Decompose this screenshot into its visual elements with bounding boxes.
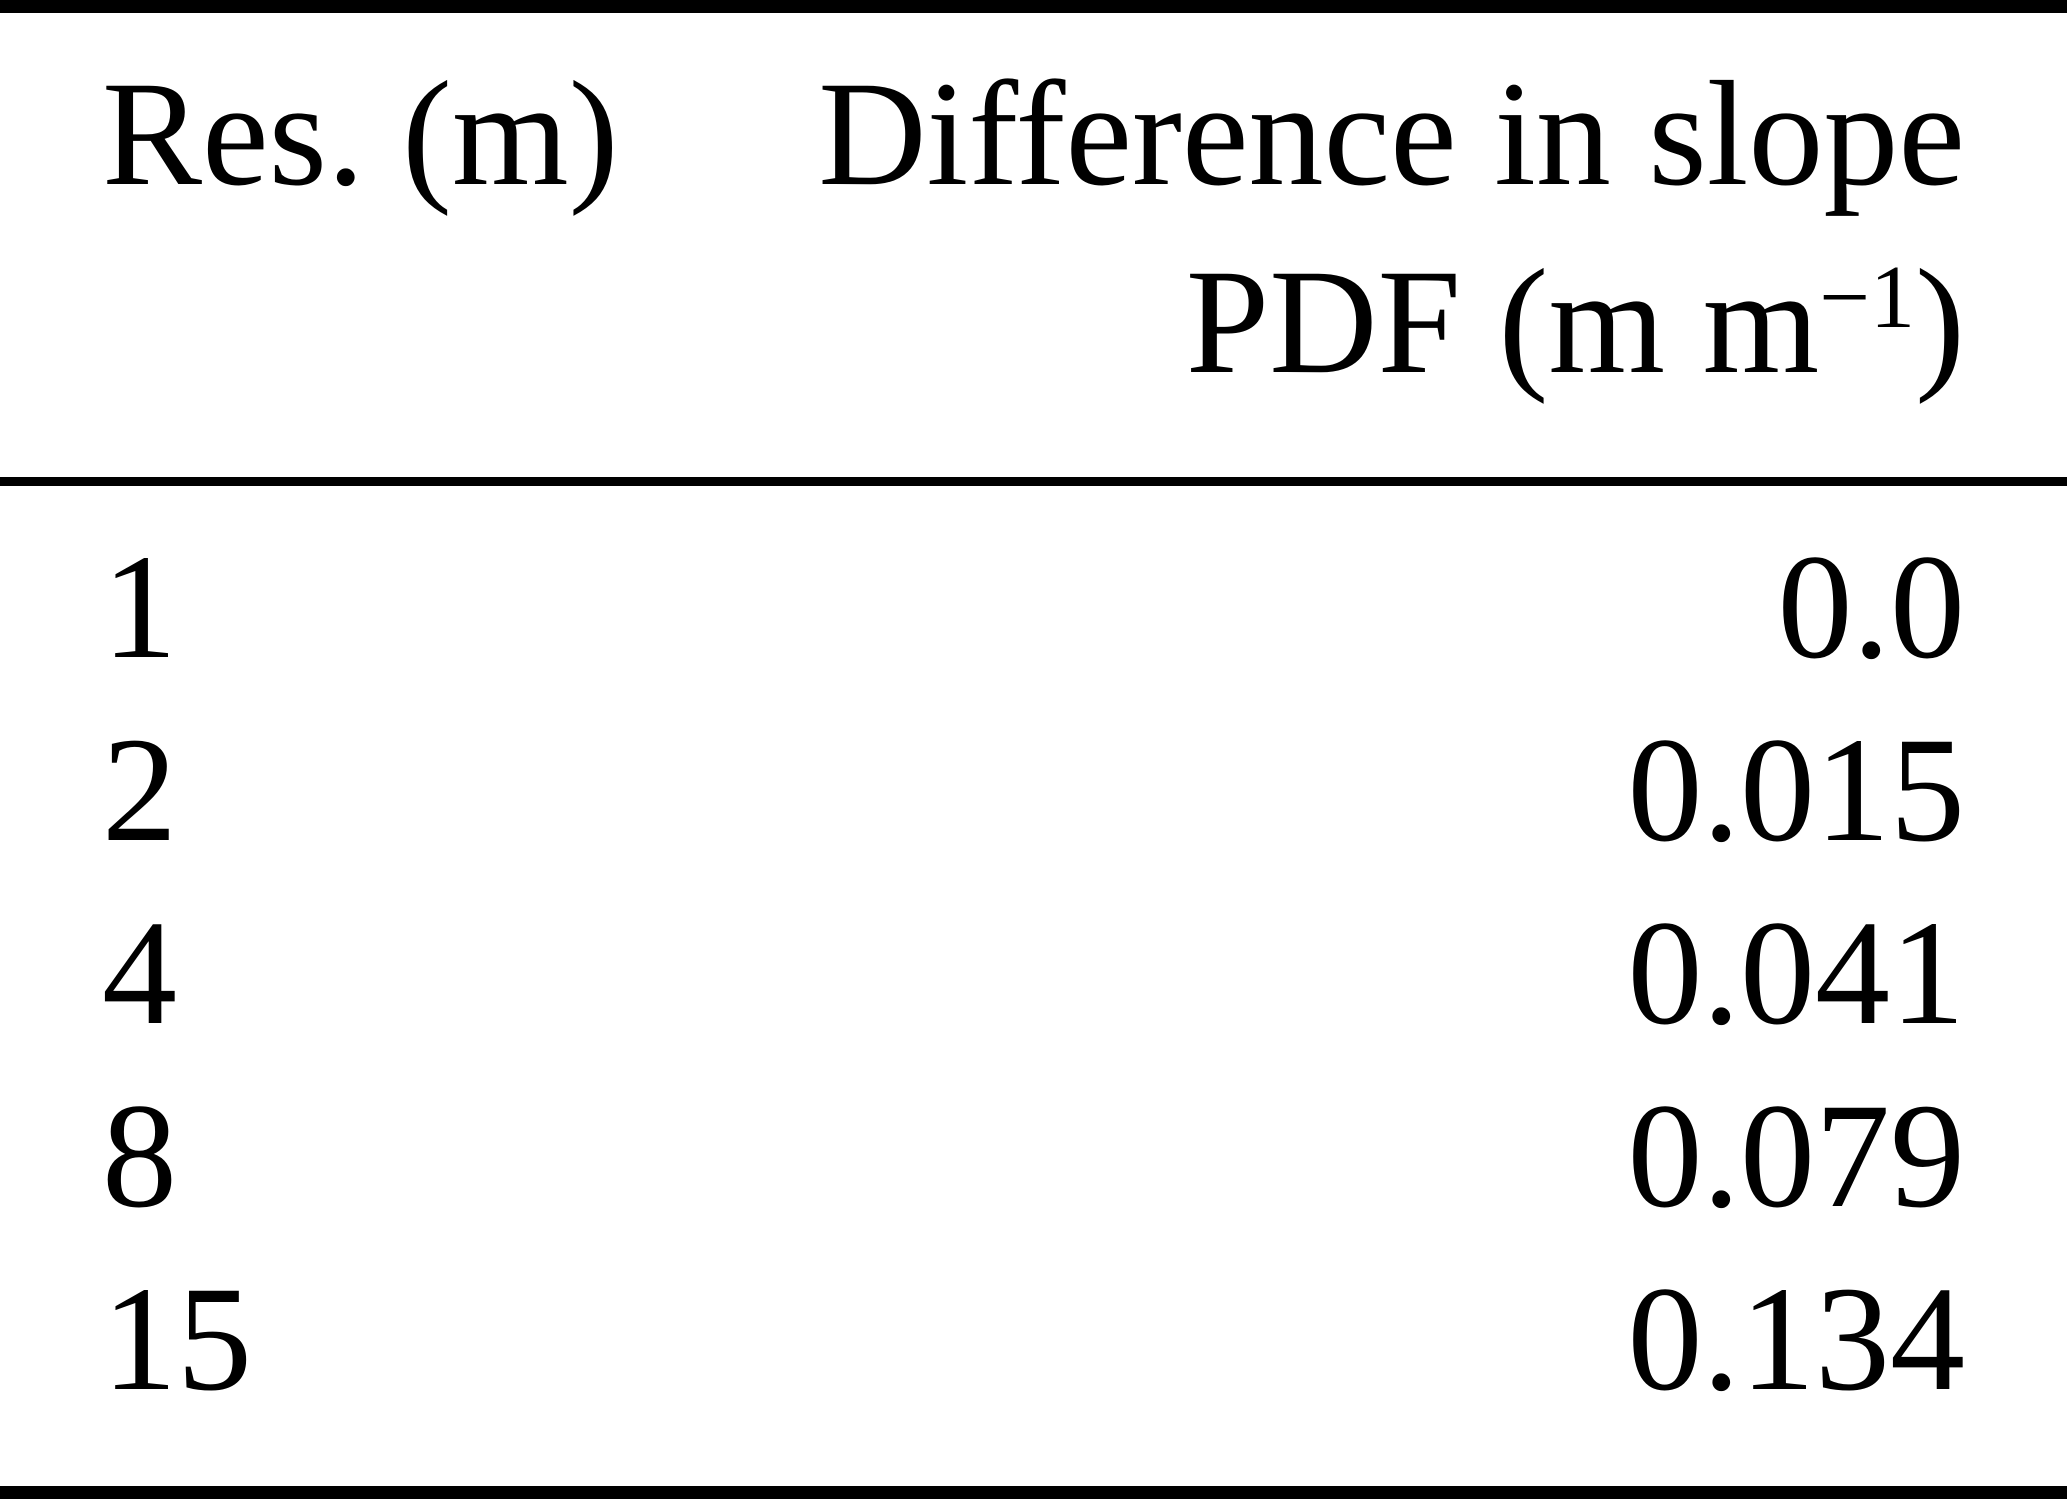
table-top-rule: [0, 0, 2067, 13]
header-difference: Difference in slope PDF (m m−1): [818, 40, 1965, 416]
cell-resolution: 8: [102, 1073, 177, 1239]
cell-resolution: 2: [102, 707, 177, 873]
header-difference-line2: PDF (m m−1): [818, 228, 1965, 416]
cell-difference: 0.041: [1627, 890, 1966, 1056]
header-resolution: Res. (m): [102, 51, 619, 217]
cell-resolution: 1: [102, 524, 177, 690]
header-difference-line2-superscript: −1: [1819, 248, 1916, 347]
table-row: 1 0.0: [102, 516, 1965, 699]
table-row: 8 0.079: [102, 1065, 1965, 1248]
cell-resolution: 15: [102, 1256, 252, 1422]
header-difference-line2-base: PDF (m m: [1185, 239, 1820, 405]
header-difference-line1: Difference in slope: [818, 51, 1965, 217]
table-row: 15 0.134: [102, 1248, 1965, 1431]
table-mid-rule: [0, 477, 2067, 486]
table-body: 1 0.0 2 0.015 4 0.041 8 0.079 15 0.134: [102, 516, 1965, 1431]
cell-difference: 0.015: [1627, 707, 1966, 873]
header-difference-line2-close-paren: ): [1915, 239, 1965, 405]
table-row: 4 0.041: [102, 882, 1965, 1065]
cell-difference: 0.134: [1627, 1256, 1966, 1422]
cell-difference: 0.0: [1777, 524, 1966, 690]
cell-difference: 0.079: [1627, 1073, 1966, 1239]
table-bottom-rule: [0, 1486, 2067, 1499]
cell-resolution: 4: [102, 890, 177, 1056]
table-row: 2 0.015: [102, 699, 1965, 882]
table-header-row: Res. (m) Difference in slope PDF (m m−1): [102, 40, 1965, 416]
